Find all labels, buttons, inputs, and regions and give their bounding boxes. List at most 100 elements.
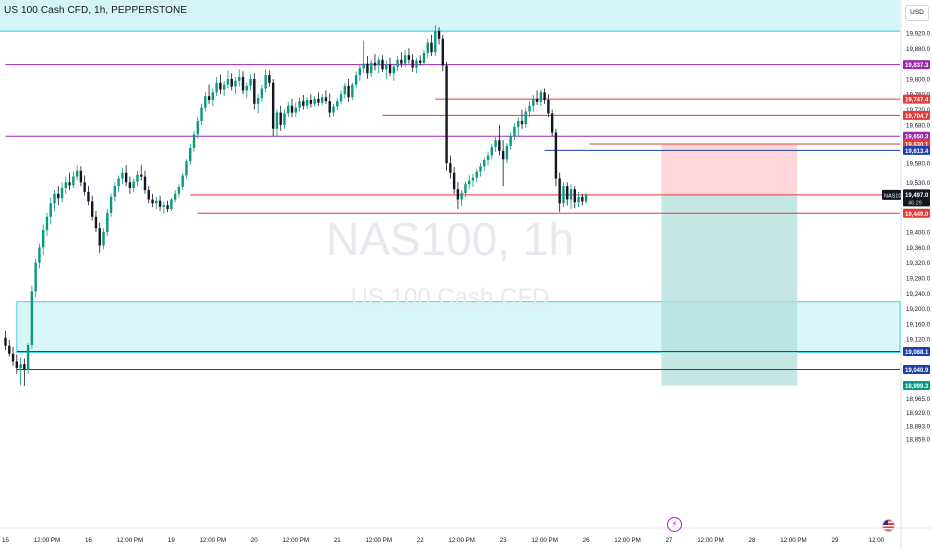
candle-body <box>305 99 309 106</box>
candle-body <box>313 98 316 104</box>
candle-body <box>471 177 475 181</box>
candle-body <box>332 106 335 113</box>
candle-body <box>68 182 71 186</box>
y-tick-label: 19,200.0 <box>906 306 931 313</box>
candle-body <box>271 82 275 129</box>
candle-body <box>494 140 497 148</box>
level-price-tag <box>903 208 930 218</box>
level-label: 19,650.3 <box>905 135 929 141</box>
x-tick-label: 27 <box>666 537 673 544</box>
candle-body <box>339 94 343 102</box>
level-label: 19,704.7 <box>905 114 929 120</box>
candle-body <box>573 189 576 203</box>
level-price-tag <box>903 110 930 120</box>
supply-zone <box>0 0 900 32</box>
candle-body <box>362 63 365 69</box>
candle-body <box>287 105 290 114</box>
candle-body <box>23 364 26 370</box>
candle-body <box>136 174 139 182</box>
candle-body <box>162 205 166 207</box>
candle-body <box>60 188 64 199</box>
candle-body <box>151 199 154 204</box>
candle-body <box>124 172 128 183</box>
candle-body <box>381 59 384 70</box>
labels-layer: 19,837.3 19,747.4 19,704.7 19,650.319,630.1… <box>882 60 930 390</box>
candle-body <box>42 230 45 248</box>
y-tick-label: 19,320.0 <box>906 260 931 267</box>
candle-body <box>373 62 377 66</box>
candle-body <box>26 344 30 370</box>
symbol-tag <box>882 189 901 200</box>
candle-body <box>566 186 569 200</box>
candle-body <box>554 132 558 179</box>
x-tick-label: 12:00 PM <box>200 537 226 544</box>
candle-body <box>445 65 448 164</box>
candle-body <box>407 55 411 60</box>
x-tick-label: 12:00 PM <box>697 537 723 544</box>
x-tick-label: 12:00 PM <box>117 537 143 544</box>
x-tick-label: 12:00 PM <box>780 537 806 544</box>
candle-body <box>72 176 75 186</box>
candle-body <box>177 186 181 194</box>
y-tick-label: 19,720.0 <box>906 107 931 114</box>
candle-body <box>155 200 158 204</box>
level-price-tag <box>903 94 930 104</box>
x-tick-label: 23 <box>500 537 507 544</box>
candle-body <box>238 77 241 81</box>
candle-body <box>4 337 7 346</box>
x-tick-label: 12:00 PM <box>614 537 640 544</box>
x-tick-label: 15 <box>2 537 9 544</box>
current-price-label: 19,497.0 <box>905 193 929 199</box>
candle-body <box>354 75 358 85</box>
candle-body <box>256 98 260 104</box>
y-tick-label: 19,120.0 <box>906 337 931 344</box>
candle-body <box>505 145 509 160</box>
level-price-tag <box>903 365 930 375</box>
candle-body <box>57 193 60 199</box>
candle-body <box>275 112 279 129</box>
candle-body <box>109 196 113 213</box>
candle-body <box>430 42 433 53</box>
zones-layer <box>0 0 901 386</box>
watermark-name: US 100 Cash CFD <box>351 284 550 311</box>
candle-body <box>547 99 550 114</box>
stop-loss-zone[interactable] <box>661 143 798 195</box>
candle-body <box>121 172 124 179</box>
candle-body <box>19 364 22 368</box>
currency-button[interactable]: USD <box>905 5 929 21</box>
take-profit-zone[interactable] <box>661 194 798 386</box>
y-tick-label: 18,893.0 <box>906 424 931 431</box>
candle-body <box>558 178 561 204</box>
candle-body <box>91 201 94 217</box>
x-tick-label: 12:00 PM <box>365 537 391 544</box>
candle-body <box>415 60 418 68</box>
candle-body <box>400 59 403 64</box>
candle-body <box>30 291 34 345</box>
candle-body <box>539 92 543 102</box>
lightning-icon[interactable]: ⚡ <box>667 517 682 532</box>
candle-body <box>483 160 486 167</box>
candle-body <box>569 189 573 200</box>
candle-body <box>528 105 531 112</box>
y-tick-label: 18,965.0 <box>906 396 931 403</box>
candle-body <box>520 121 524 125</box>
candle-body <box>532 98 535 106</box>
us-flag-icon[interactable] <box>882 519 895 532</box>
level-label: 19,837.3 <box>905 63 929 69</box>
candle-body <box>87 191 90 202</box>
candle-body <box>222 84 226 90</box>
candle-body <box>479 166 482 172</box>
candle-body <box>132 181 135 189</box>
watermark-symbol: NAS100, 1h <box>326 213 574 265</box>
candle-body <box>283 113 286 125</box>
candle-body <box>94 216 98 229</box>
candle-body <box>290 105 294 113</box>
candle-body <box>200 107 203 122</box>
y-tick-label: 19,680.0 <box>906 122 931 129</box>
candle-body <box>196 121 199 135</box>
level-label: 18,999.3 <box>905 384 929 390</box>
level-label: 19,747.4 <box>905 98 929 104</box>
candle-body <box>98 228 101 246</box>
